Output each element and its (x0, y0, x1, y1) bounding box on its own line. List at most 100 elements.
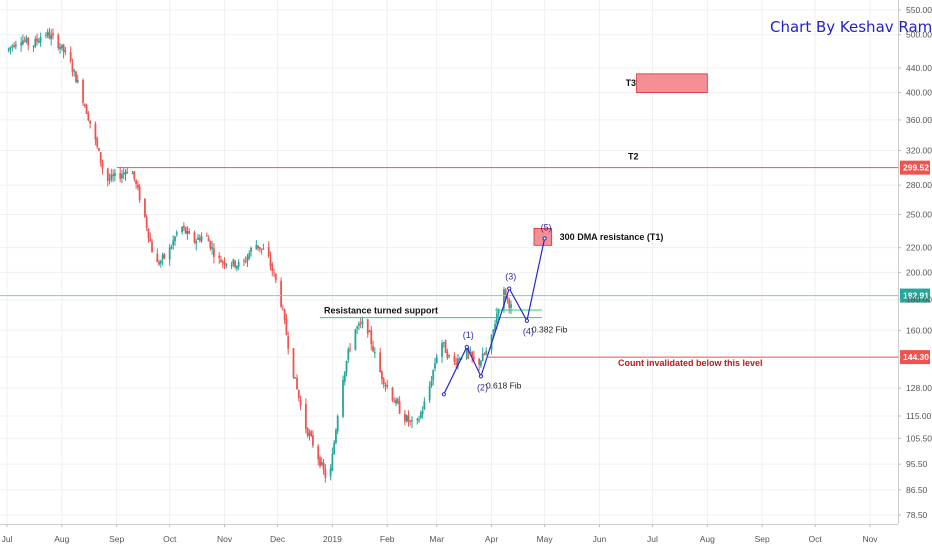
candle-body (195, 240, 198, 244)
wave-point (464, 344, 469, 350)
candle-body (372, 345, 374, 352)
candle-body (218, 255, 221, 258)
candle-body (172, 240, 175, 246)
candle-body (457, 358, 459, 366)
y-tick-label: 180.00 (906, 295, 932, 305)
candle-body (98, 148, 100, 151)
y-tick-label: 115.00 (906, 411, 932, 421)
drawings: Resistance turned support T3 300 DMA resis… (320, 73, 708, 397)
candle-body (119, 173, 122, 179)
candle-body (207, 238, 210, 242)
candle-body (161, 254, 164, 260)
price-badge (900, 350, 930, 365)
candle-body (423, 401, 426, 410)
y-tick-label: 95.50 (906, 459, 928, 469)
candle-body (391, 387, 394, 401)
candle-body (358, 323, 360, 326)
candle-body (356, 326, 359, 329)
candle-body (403, 413, 406, 422)
candle-body (495, 313, 498, 324)
candle-body (246, 256, 249, 262)
candle-body (472, 356, 475, 359)
candle-body (27, 37, 30, 46)
y-tick-label: 200.00 (906, 267, 932, 277)
candle-body (260, 248, 263, 250)
candle-body (442, 342, 445, 344)
candle-body (283, 309, 286, 320)
wave-label: (1) (463, 330, 474, 340)
support-label: Resistance turned support (324, 306, 438, 316)
candle-body (144, 198, 146, 217)
candle-body (257, 245, 260, 249)
candle-body (345, 360, 348, 373)
candle-body (421, 410, 424, 415)
candle-body (333, 442, 336, 454)
candle-body (409, 420, 412, 422)
candle-body (349, 348, 351, 350)
candle-body (9, 46, 12, 49)
x-tick-label: Nov (217, 534, 233, 544)
y-axis: 550.00 500.00 440.00 400.00 360.00 320.00 280.… (898, 0, 932, 524)
wave-point (478, 374, 484, 379)
y-tick-label: 105.50 (906, 433, 932, 443)
candle-body (317, 446, 320, 460)
candle-body (168, 247, 171, 260)
candle-body (136, 184, 139, 188)
x-tick-label: Sep (755, 534, 770, 544)
candle-body (48, 32, 51, 39)
candle-body (181, 226, 183, 233)
candle-body (411, 420, 413, 422)
candle-body (14, 44, 17, 47)
candle-body (147, 228, 150, 238)
candle-body (34, 38, 37, 47)
candle-body (71, 63, 74, 72)
candle-body (324, 469, 327, 478)
candle-body (347, 349, 350, 360)
candle-body (182, 225, 185, 228)
candle-body (69, 52, 72, 62)
wave-label: (4) (523, 327, 534, 337)
candle-body (382, 378, 385, 385)
invalidation-label: Count invalidated below this level (618, 358, 763, 368)
candle-body (57, 35, 60, 48)
candle-body (138, 186, 141, 201)
candle-body (428, 386, 431, 401)
candle-body (234, 260, 237, 268)
candle-body (336, 416, 339, 432)
candle-body (274, 273, 277, 281)
candle-body (271, 264, 274, 272)
candle-body (131, 173, 134, 175)
x-tick-label: Mar (429, 534, 444, 544)
candle-body (20, 42, 23, 46)
candle-body (73, 70, 76, 72)
candle-body (434, 363, 436, 369)
candle-body (485, 350, 488, 355)
candle-body (135, 180, 137, 184)
candle-body (23, 40, 26, 42)
candle-body (471, 351, 474, 358)
candle-body (304, 403, 307, 429)
candle-body (441, 343, 443, 357)
candle-body (273, 272, 275, 274)
y-tick-label: 160.00 (906, 325, 932, 335)
candle-body (225, 263, 228, 267)
wave-point (542, 236, 547, 241)
y-tick-label: 440.00 (906, 63, 932, 73)
x-tick-label: Jun (593, 534, 607, 544)
candle-body (379, 352, 382, 373)
candle-body (255, 244, 258, 250)
candle-body (492, 329, 495, 334)
candle-body (398, 401, 401, 414)
candle-body (262, 248, 265, 250)
candle-body (213, 248, 215, 257)
candle-body (366, 319, 369, 334)
candle-body (62, 44, 65, 52)
candle-body (113, 172, 116, 176)
candle-body (370, 330, 373, 345)
price-badge-label: 144.30 (903, 352, 929, 362)
x-axis: Jul Aug Sep Oct Nov Dec 2019 Feb Mar Apr May Jun Jul… (0, 524, 898, 544)
wave-point (524, 318, 530, 323)
candle-body (384, 385, 387, 387)
candle-body (292, 348, 295, 378)
candle-body (235, 265, 238, 269)
